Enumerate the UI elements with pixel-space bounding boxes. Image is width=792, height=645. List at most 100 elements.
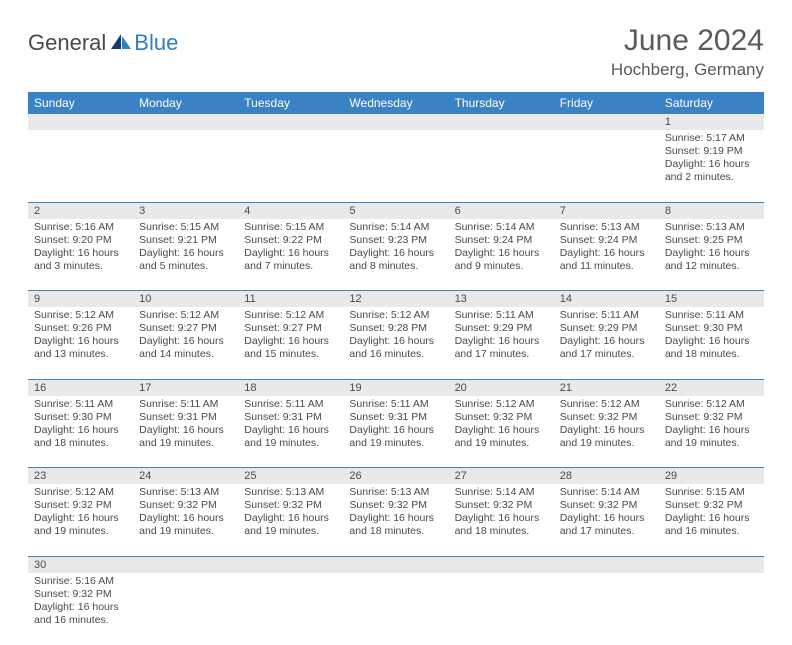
daynum-cell: 27 (449, 468, 554, 485)
day-number: 4 (238, 203, 343, 219)
daynum-row: 2345678 (28, 202, 764, 219)
location: Hochberg, Germany (611, 60, 764, 80)
daynum-cell: 28 (554, 468, 659, 485)
day-cell (28, 130, 133, 202)
daynum-cell: 25 (238, 468, 343, 485)
daynum-cell: 3 (133, 202, 238, 219)
day-data: Sunrise: 5:12 AMSunset: 9:32 PMDaylight:… (554, 396, 659, 455)
day-data: Sunrise: 5:12 AMSunset: 9:32 PMDaylight:… (28, 484, 133, 543)
day-cell (133, 130, 238, 202)
data-row: Sunrise: 5:16 AMSunset: 9:20 PMDaylight:… (28, 219, 764, 291)
day-number: 24 (133, 468, 238, 484)
day-data: Sunrise: 5:15 AMSunset: 9:22 PMDaylight:… (238, 219, 343, 278)
sail-icon (110, 33, 132, 56)
weekday-header: Sunday (28, 92, 133, 114)
day-cell: Sunrise: 5:12 AMSunset: 9:26 PMDaylight:… (28, 307, 133, 379)
day-data: Sunrise: 5:12 AMSunset: 9:28 PMDaylight:… (343, 307, 448, 366)
day-number: 6 (449, 203, 554, 219)
day-number: 19 (343, 380, 448, 396)
data-row: Sunrise: 5:16 AMSunset: 9:32 PMDaylight:… (28, 573, 764, 645)
day-number: 26 (343, 468, 448, 484)
day-data: Sunrise: 5:13 AMSunset: 9:24 PMDaylight:… (554, 219, 659, 278)
day-cell (133, 573, 238, 645)
day-number: 8 (659, 203, 764, 219)
day-number: 10 (133, 291, 238, 307)
day-cell: Sunrise: 5:14 AMSunset: 9:23 PMDaylight:… (343, 219, 448, 291)
daynum-cell (554, 114, 659, 130)
daynum-cell: 9 (28, 291, 133, 308)
day-cell: Sunrise: 5:15 AMSunset: 9:32 PMDaylight:… (659, 484, 764, 556)
day-cell (449, 130, 554, 202)
data-row: Sunrise: 5:11 AMSunset: 9:30 PMDaylight:… (28, 396, 764, 468)
day-data: Sunrise: 5:12 AMSunset: 9:32 PMDaylight:… (449, 396, 554, 455)
day-cell: Sunrise: 5:16 AMSunset: 9:20 PMDaylight:… (28, 219, 133, 291)
daynum-cell: 17 (133, 379, 238, 396)
day-data: Sunrise: 5:11 AMSunset: 9:31 PMDaylight:… (343, 396, 448, 455)
month-title: June 2024 (611, 24, 764, 58)
daynum-cell (133, 114, 238, 130)
daynum-cell: 23 (28, 468, 133, 485)
day-data: Sunrise: 5:13 AMSunset: 9:32 PMDaylight:… (343, 484, 448, 543)
day-data: Sunrise: 5:15 AMSunset: 9:21 PMDaylight:… (133, 219, 238, 278)
day-number: 5 (343, 203, 448, 219)
day-number: 1 (659, 114, 764, 130)
day-cell: Sunrise: 5:13 AMSunset: 9:32 PMDaylight:… (343, 484, 448, 556)
logo-text-blue: Blue (134, 30, 178, 56)
day-cell: Sunrise: 5:11 AMSunset: 9:29 PMDaylight:… (554, 307, 659, 379)
daynum-cell: 11 (238, 291, 343, 308)
daynum-cell (554, 556, 659, 573)
day-number: 7 (554, 203, 659, 219)
day-cell: Sunrise: 5:11 AMSunset: 9:29 PMDaylight:… (449, 307, 554, 379)
day-data: Sunrise: 5:17 AMSunset: 9:19 PMDaylight:… (659, 130, 764, 189)
day-cell: Sunrise: 5:12 AMSunset: 9:27 PMDaylight:… (133, 307, 238, 379)
daynum-cell: 24 (133, 468, 238, 485)
day-number: 23 (28, 468, 133, 484)
calendar-table: SundayMondayTuesdayWednesdayThursdayFrid… (28, 92, 764, 645)
day-data: Sunrise: 5:13 AMSunset: 9:32 PMDaylight:… (238, 484, 343, 543)
day-cell: Sunrise: 5:15 AMSunset: 9:21 PMDaylight:… (133, 219, 238, 291)
day-data: Sunrise: 5:12 AMSunset: 9:27 PMDaylight:… (238, 307, 343, 366)
daynum-cell (238, 114, 343, 130)
daynum-cell: 1 (659, 114, 764, 130)
weekday-header: Thursday (449, 92, 554, 114)
daynum-cell: 13 (449, 291, 554, 308)
daynum-cell: 26 (343, 468, 448, 485)
daynum-row: 23242526272829 (28, 468, 764, 485)
daynum-cell (659, 556, 764, 573)
day-cell: Sunrise: 5:12 AMSunset: 9:32 PMDaylight:… (28, 484, 133, 556)
day-data: Sunrise: 5:16 AMSunset: 9:32 PMDaylight:… (28, 573, 133, 632)
daynum-cell: 30 (28, 556, 133, 573)
daynum-row: 9101112131415 (28, 291, 764, 308)
day-cell: Sunrise: 5:12 AMSunset: 9:32 PMDaylight:… (554, 396, 659, 468)
day-number: 12 (343, 291, 448, 307)
day-number: 11 (238, 291, 343, 307)
day-number: 29 (659, 468, 764, 484)
day-cell (659, 573, 764, 645)
day-data: Sunrise: 5:11 AMSunset: 9:29 PMDaylight:… (449, 307, 554, 366)
daynum-cell: 10 (133, 291, 238, 308)
day-number: 30 (28, 557, 133, 573)
daynum-cell: 2 (28, 202, 133, 219)
day-number: 22 (659, 380, 764, 396)
daynum-row: 30 (28, 556, 764, 573)
day-cell: Sunrise: 5:13 AMSunset: 9:32 PMDaylight:… (238, 484, 343, 556)
day-cell: Sunrise: 5:11 AMSunset: 9:31 PMDaylight:… (238, 396, 343, 468)
day-number: 21 (554, 380, 659, 396)
daynum-cell: 6 (449, 202, 554, 219)
day-data: Sunrise: 5:13 AMSunset: 9:25 PMDaylight:… (659, 219, 764, 278)
day-number: 9 (28, 291, 133, 307)
day-cell: Sunrise: 5:13 AMSunset: 9:25 PMDaylight:… (659, 219, 764, 291)
day-data: Sunrise: 5:13 AMSunset: 9:32 PMDaylight:… (133, 484, 238, 543)
calendar-header-row: SundayMondayTuesdayWednesdayThursdayFrid… (28, 92, 764, 114)
daynum-cell: 8 (659, 202, 764, 219)
day-cell: Sunrise: 5:13 AMSunset: 9:24 PMDaylight:… (554, 219, 659, 291)
weekday-header: Saturday (659, 92, 764, 114)
day-cell (554, 130, 659, 202)
day-data: Sunrise: 5:11 AMSunset: 9:31 PMDaylight:… (133, 396, 238, 455)
day-cell: Sunrise: 5:14 AMSunset: 9:24 PMDaylight:… (449, 219, 554, 291)
day-cell: Sunrise: 5:14 AMSunset: 9:32 PMDaylight:… (554, 484, 659, 556)
day-data: Sunrise: 5:14 AMSunset: 9:32 PMDaylight:… (554, 484, 659, 543)
day-number: 28 (554, 468, 659, 484)
day-cell (238, 130, 343, 202)
day-data: Sunrise: 5:14 AMSunset: 9:24 PMDaylight:… (449, 219, 554, 278)
